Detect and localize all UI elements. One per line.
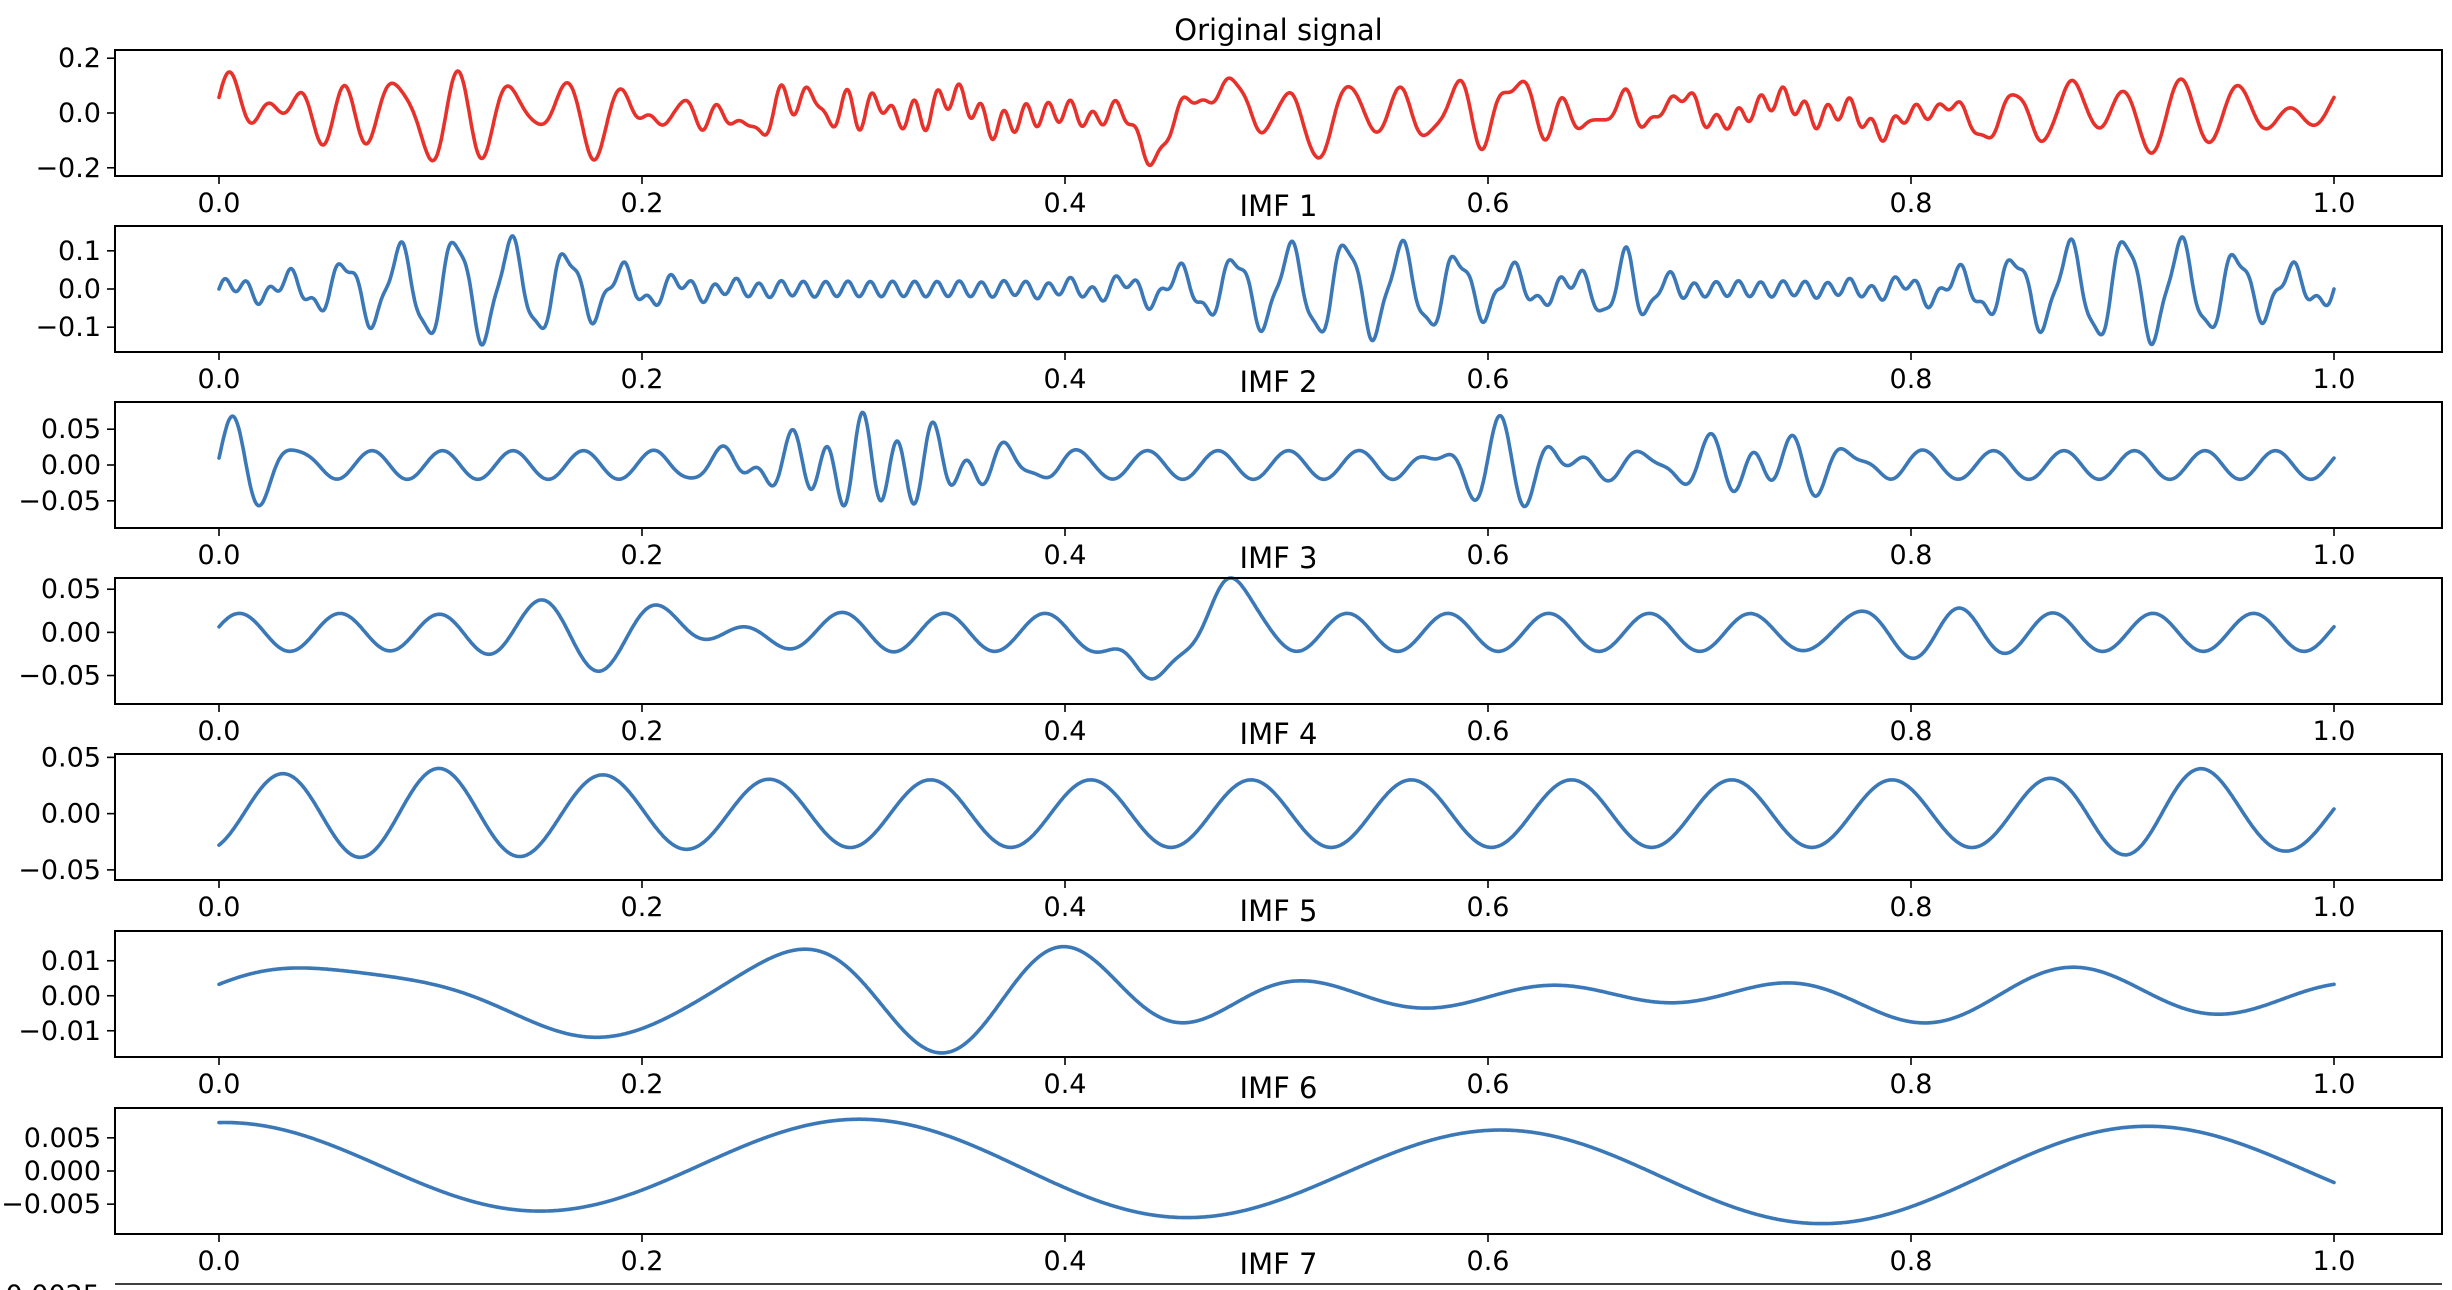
x-tick-label: 0.6 [1467, 716, 1510, 747]
x-tick-label: 0.4 [1044, 364, 1087, 395]
axes-frame [114, 225, 2443, 353]
panel-original-signal: Original signal 0.0 0.2 0.4 0.6 0.8 1.0 −0.2 0.0… [35, 13, 2443, 219]
y-tick-label: 0.00 [41, 450, 101, 481]
x-tick-label: 0.8 [1890, 716, 1933, 747]
x-tick-label: 0.0 [198, 1069, 241, 1100]
axes-frame [114, 1107, 2443, 1235]
x-tick-label: 0.6 [1467, 1069, 1510, 1100]
x-tick-label: 1.0 [2313, 540, 2356, 571]
x-tick-label: 0.2 [621, 1069, 664, 1100]
y-tick-label: 0.1 [58, 236, 101, 267]
y-tick-label: 0.05 [41, 742, 101, 773]
panel-imf-1: IMF 1 0.0 0.2 0.4 0.6 0.8 1.0 −0.1 0.0 0.1 [35, 189, 2443, 395]
panel-imf-3: IMF 3 0.0 0.2 0.4 0.6 0.8 1.0 −0.05 0.00 0.05 [18, 541, 2443, 747]
panel-title: Original signal [1174, 13, 1382, 47]
x-tick-label: 0.2 [621, 1246, 664, 1277]
axes-frame [114, 49, 2443, 177]
x-tick-label: 1.0 [2313, 1069, 2356, 1100]
x-tick-label: 0.6 [1467, 892, 1510, 923]
x-tick-label: 0.8 [1890, 1246, 1933, 1277]
x-tick-label: 1.0 [2313, 1246, 2356, 1277]
y-tick-label: 0.05 [41, 414, 101, 445]
panel-title: IMF 3 [1240, 541, 1318, 575]
x-tick-label: 0.0 [198, 364, 241, 395]
y-tick-label: 0.0 [58, 98, 101, 129]
panel-title: IMF 1 [1240, 189, 1318, 223]
panel-title: IMF 5 [1240, 894, 1318, 928]
x-tick-label: 1.0 [2313, 364, 2356, 395]
y-tick-label: 0.00 [41, 981, 101, 1012]
x-tick-label: 0.6 [1467, 1246, 1510, 1277]
x-tick-label: 1.0 [2313, 716, 2356, 747]
panel-imf-7-partial: IMF 7 0.0025 [6, 1247, 2442, 1290]
x-tick-label: 0.4 [1044, 1069, 1087, 1100]
x-tick-label: 0.4 [1044, 716, 1087, 747]
series-line [217, 944, 2336, 1055]
x-tick-label: 0.8 [1890, 1069, 1933, 1100]
x-tick-label: 0.4 [1044, 540, 1087, 571]
series-line [217, 1117, 2336, 1226]
series-line [217, 410, 2336, 509]
x-tick-label: 1.0 [2313, 188, 2356, 219]
y-tick-label: −0.2 [35, 153, 101, 184]
x-tick-label: 0.6 [1467, 540, 1510, 571]
x-tick-label: 0.8 [1890, 892, 1933, 923]
panel-title: IMF 4 [1240, 717, 1318, 751]
axes-frame [114, 930, 2443, 1058]
y-tick-label: 0.000 [24, 1156, 101, 1187]
x-tick-label: 0.0 [198, 1246, 241, 1277]
x-tick-label: 0.2 [621, 892, 664, 923]
y-tick-label: 0.005 [24, 1123, 101, 1154]
panel-title: IMF 6 [1240, 1071, 1318, 1105]
x-tick-label: 0.2 [621, 716, 664, 747]
x-tick-label: 0.6 [1467, 364, 1510, 395]
panel-imf-4: IMF 4 0.0 0.2 0.4 0.6 0.8 1.0 −0.05 0.00 0.05 [18, 717, 2443, 923]
y-tick-label: −0.1 [35, 312, 101, 343]
x-tick-label: 1.0 [2313, 892, 2356, 923]
axes-frame [114, 401, 2443, 529]
x-tick-label: 0.4 [1044, 892, 1087, 923]
axes-frame [114, 753, 2443, 881]
y-tick-label: 0.0 [58, 274, 101, 305]
x-tick-label: 0.4 [1044, 188, 1087, 219]
y-tick-label: 0.0025 [6, 1280, 100, 1290]
x-tick-label: 0.2 [621, 364, 664, 395]
x-tick-label: 0.0 [198, 716, 241, 747]
y-tick-label: −0.01 [18, 1016, 101, 1047]
panel-imf-5: IMF 5 0.0 0.2 0.4 0.6 0.8 1.0 −0.01 0.00 0.01 [18, 894, 2443, 1100]
y-tick-label: 0.2 [58, 43, 101, 74]
series-line [217, 234, 2336, 347]
x-tick-label: 0.2 [621, 540, 664, 571]
series-line [217, 766, 2336, 860]
y-tick-label: 0.00 [41, 799, 101, 830]
x-tick-label: 0.2 [621, 188, 664, 219]
panel-title: IMF 7 [1240, 1247, 1318, 1281]
x-tick-label: 0.8 [1890, 540, 1933, 571]
x-tick-label: 0.0 [198, 188, 241, 219]
x-tick-label: 0.4 [1044, 1246, 1087, 1277]
axes-frame [114, 577, 2443, 705]
x-tick-label: 0.0 [198, 540, 241, 571]
y-tick-label: −0.05 [18, 486, 101, 517]
y-tick-label: −0.005 [1, 1189, 101, 1220]
series-line [217, 69, 2336, 168]
y-tick-label: 0.05 [41, 574, 101, 605]
y-tick-label: −0.05 [18, 855, 101, 886]
panel-imf-2: IMF 2 0.0 0.2 0.4 0.6 0.8 1.0 −0.05 0.00 0.05 [18, 365, 2443, 571]
x-tick-label: 0.8 [1890, 364, 1933, 395]
y-tick-label: 0.00 [41, 617, 101, 648]
panel-title: IMF 2 [1240, 365, 1318, 399]
y-tick-label: 0.01 [41, 946, 101, 977]
series-line [217, 576, 2336, 681]
x-tick-label: 0.8 [1890, 188, 1933, 219]
x-tick-label: 0.6 [1467, 188, 1510, 219]
x-tick-label: 0.0 [198, 892, 241, 923]
y-tick-label: −0.05 [18, 661, 101, 692]
